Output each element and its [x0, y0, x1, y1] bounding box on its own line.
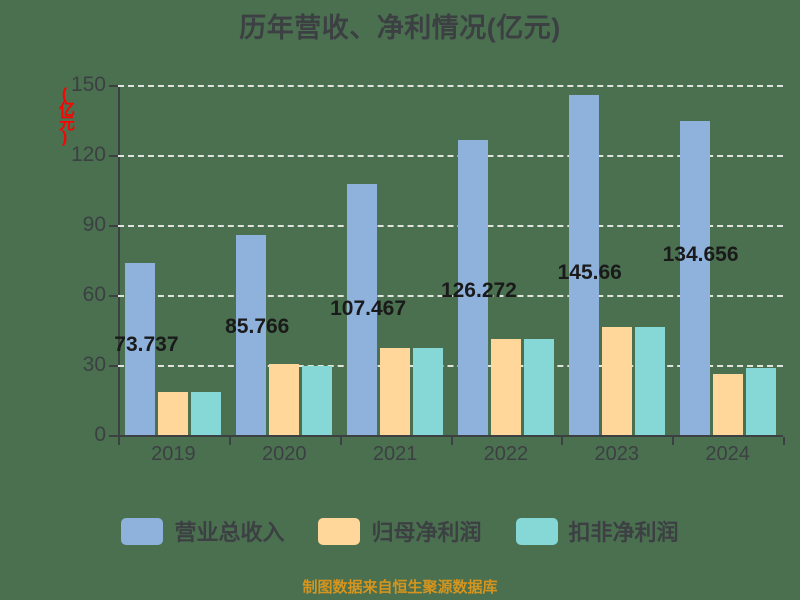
x-tick-label-2019: 2019 — [151, 443, 196, 465]
gridline — [118, 155, 783, 157]
y-tick-mark — [109, 365, 118, 367]
x-tick-mark — [339, 437, 342, 445]
y-tick-mark — [109, 225, 118, 227]
legend-label: 扣非净利润 — [568, 520, 679, 545]
bar-营业总收入-2022[interactable] — [457, 140, 488, 435]
bar-营业总收入-2019[interactable] — [125, 262, 156, 435]
gridline — [118, 365, 783, 367]
y-tick-label: 60 — [82, 283, 106, 306]
bar-归母净利润-2021[interactable] — [380, 347, 411, 435]
bar-营业总收入-2023[interactable] — [568, 95, 599, 435]
x-tick-mark — [118, 437, 120, 445]
bar-value-label: 145.66 — [557, 261, 622, 284]
x-tick-label-2021: 2021 — [372, 443, 418, 465]
bar-扣非净利润-2019[interactable] — [191, 392, 222, 435]
x-tick-label-2023: 2023 — [594, 443, 640, 465]
bar-value-label: 126.272 — [440, 279, 517, 302]
legend-item-归母净利润[interactable]: 归母净利润 — [318, 515, 482, 547]
legend-item-扣非净利润[interactable]: 扣非净利润 — [515, 515, 679, 547]
bar-归母净利润-2020[interactable] — [269, 363, 300, 435]
bar-扣非净利润-2021[interactable] — [413, 347, 444, 435]
y-tick-mark — [109, 295, 118, 297]
bar-归母净利润-2019[interactable] — [158, 392, 189, 435]
x-tick-label-2020: 2020 — [262, 443, 307, 465]
y-tick-label: 120 — [70, 143, 106, 166]
bar-营业总收入-2021[interactable] — [347, 184, 378, 435]
x-tick-label-2024: 2024 — [705, 443, 750, 465]
legend-item-营业总收入[interactable]: 营业总收入 — [121, 515, 284, 547]
y-tick-mark — [109, 85, 118, 87]
y-tick-label: 30 — [82, 353, 106, 376]
y-axis-line — [118, 85, 120, 437]
legend-swatch-icon — [121, 517, 164, 545]
x-axis-line — [118, 435, 783, 437]
bar-value-label: 73.737 — [114, 333, 179, 356]
bar-营业总收入-2020[interactable] — [236, 234, 267, 435]
bar-value-label: 85.766 — [225, 315, 290, 338]
bar-营业总收入-2024[interactable] — [679, 120, 710, 435]
bar-value-label: 134.656 — [662, 243, 739, 266]
gridline — [118, 295, 783, 297]
x-tick-mark — [672, 437, 675, 445]
y-tick-label: 150 — [70, 73, 106, 96]
bar-归母净利润-2024[interactable] — [712, 373, 743, 435]
y-axis-unit-label: (亿元) — [56, 86, 73, 144]
x-tick-mark — [450, 437, 453, 445]
x-tick-mark — [228, 437, 231, 445]
x-tick-mark — [561, 437, 564, 445]
chart-legend: 营业总收入 归母净利润 扣非净利润 — [0, 515, 800, 547]
x-tick-mark — [783, 437, 785, 445]
gridline — [118, 85, 783, 87]
gridline — [118, 225, 783, 227]
chart-title: 历年营收、净利情况(亿元) — [239, 13, 561, 43]
y-tick-mark — [109, 435, 118, 437]
plot-area: 0 30 60 90 120 150 73.737 85.766 107.467 126.272… — [71, 73, 785, 465]
legend-label: 营业总收入 — [174, 520, 285, 545]
x-tick-label-2022: 2022 — [483, 443, 529, 465]
source-note: 制图数据来自恒生聚源数据库 — [302, 579, 498, 596]
bar-value-label: 107.467 — [330, 297, 407, 320]
bar-归母净利润-2023[interactable] — [601, 327, 632, 435]
y-tick-mark — [109, 155, 118, 157]
legend-swatch-icon — [318, 517, 361, 545]
bar-扣非净利润-2022[interactable] — [523, 338, 554, 435]
bar-扣非净利润-2023[interactable] — [634, 327, 665, 435]
legend-label: 归母净利润 — [371, 520, 482, 545]
legend-swatch-icon — [515, 517, 558, 545]
y-tick-label: 0 — [94, 423, 106, 446]
bar-扣非净利润-2020[interactable] — [302, 365, 333, 435]
bar-扣非净利润-2024[interactable] — [745, 367, 776, 435]
bar-归母净利润-2022[interactable] — [490, 338, 521, 435]
y-tick-label: 90 — [82, 213, 106, 236]
